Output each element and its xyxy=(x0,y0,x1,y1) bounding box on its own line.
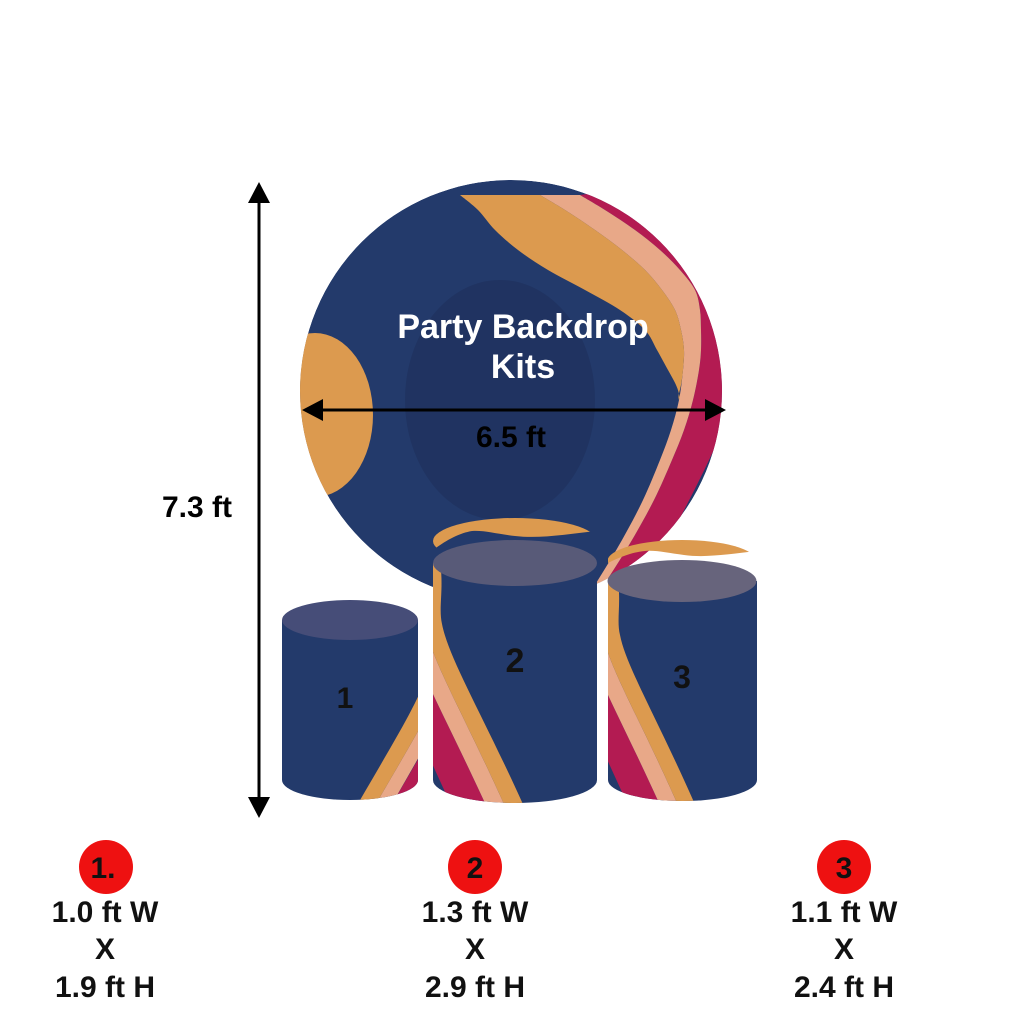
svg-text:2: 2 xyxy=(506,642,525,680)
svg-text:3: 3 xyxy=(836,852,853,885)
svg-text:X: X xyxy=(834,933,854,966)
svg-text:1.0 ft W: 1.0 ft W xyxy=(52,896,159,929)
svg-text:1.3 ft W: 1.3 ft W xyxy=(422,896,529,929)
svg-text:1.: 1. xyxy=(90,852,115,885)
svg-text:1.9 ft H: 1.9 ft H xyxy=(55,971,155,1004)
svg-text:6.5 ft: 6.5 ft xyxy=(476,421,546,454)
svg-text:X: X xyxy=(95,933,115,966)
svg-text:Party Backdrop: Party Backdrop xyxy=(397,308,648,346)
svg-text:1.1 ft W: 1.1 ft W xyxy=(791,896,898,929)
svg-text:2.4 ft H: 2.4 ft H xyxy=(794,971,894,1004)
svg-text:2.9 ft H: 2.9 ft H xyxy=(425,971,525,1004)
svg-text:3: 3 xyxy=(673,659,691,695)
svg-text:X: X xyxy=(465,933,485,966)
svg-text:7.3 ft: 7.3 ft xyxy=(162,491,232,524)
svg-text:Kits: Kits xyxy=(491,348,555,386)
svg-text:2: 2 xyxy=(467,852,484,885)
svg-text:1: 1 xyxy=(337,682,354,715)
